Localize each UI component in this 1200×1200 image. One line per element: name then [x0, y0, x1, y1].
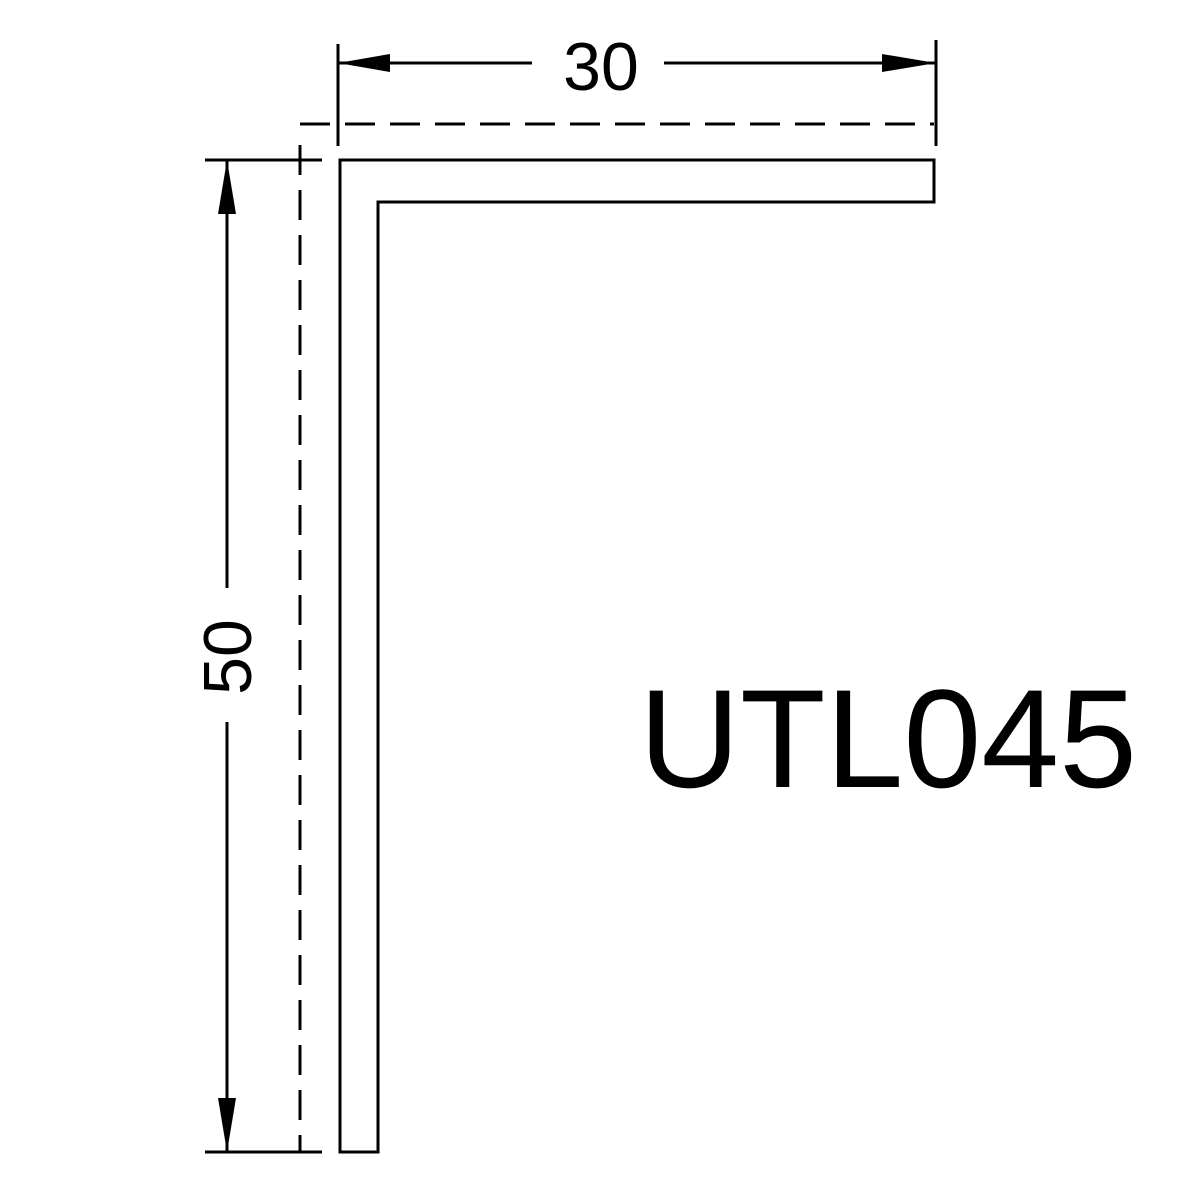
width-arrowhead-left	[338, 54, 390, 72]
part-code-label: UTL045	[639, 660, 1137, 817]
angle-profile-outline	[338, 158, 936, 1154]
height-arrowhead-top	[218, 160, 236, 214]
height-dimension-label: 50	[190, 619, 266, 695]
width-dimension-label: 30	[563, 29, 639, 105]
width-arrowhead-right	[882, 54, 936, 72]
height-arrowhead-bottom	[218, 1098, 236, 1152]
